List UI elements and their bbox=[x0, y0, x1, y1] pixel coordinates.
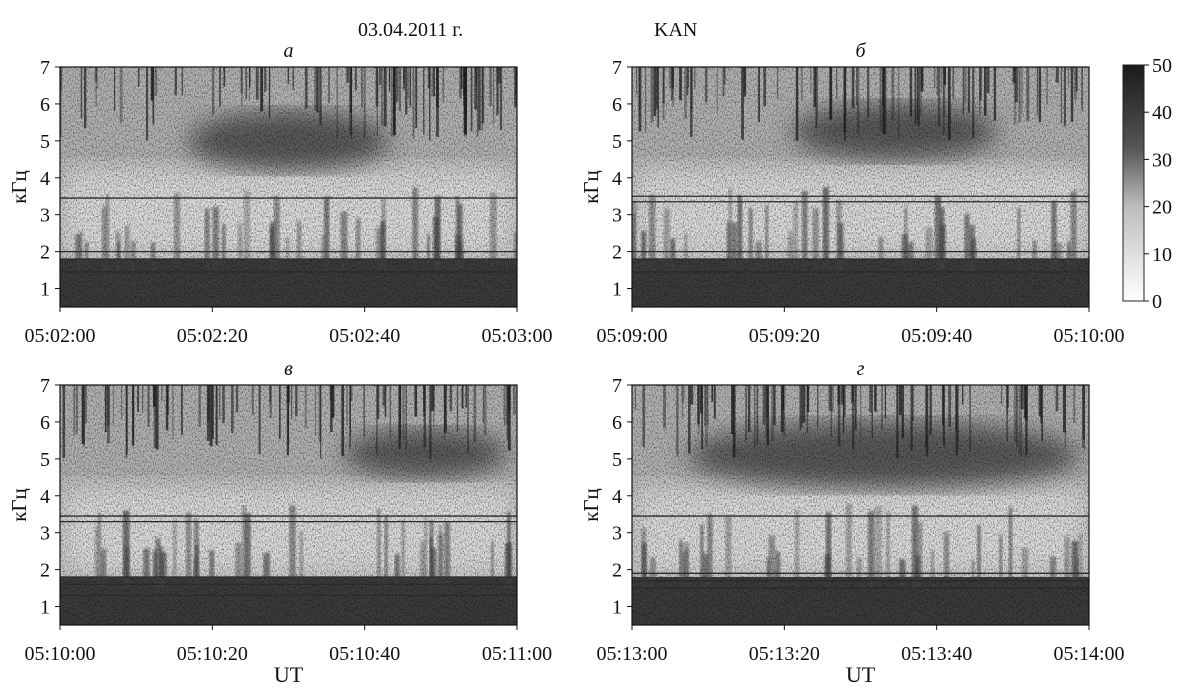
station-code: KAN bbox=[654, 19, 697, 41]
x-tick-label: 05:13:40 bbox=[901, 643, 972, 665]
plot-frame bbox=[59, 66, 518, 308]
figure-date: 03.04.2011 г. bbox=[358, 19, 463, 41]
y-tick-label: 3 bbox=[40, 523, 50, 545]
y-tick-label: 5 bbox=[40, 131, 50, 153]
colorbar-tick-label: 30 bbox=[1152, 149, 1172, 171]
y-tick-label: 1 bbox=[612, 597, 622, 619]
plot-frame bbox=[631, 66, 1090, 308]
spectrogram-panel-4: г 1 2 3 4 5 6 7 кГц 05:13:00 05:13:20 05:13:40 05:14… bbox=[579, 358, 1125, 687]
x-tick-label: 05:10:20 bbox=[177, 643, 248, 665]
y-axis-label: кГц bbox=[579, 170, 603, 204]
noise-texture bbox=[60, 67, 517, 307]
colorbar-tick-label: 20 bbox=[1152, 197, 1172, 219]
y-tick-label: 2 bbox=[40, 242, 50, 264]
y-tick-label: 5 bbox=[612, 449, 622, 471]
noise-texture bbox=[60, 385, 517, 625]
x-tick-label: 05:02:40 bbox=[329, 325, 400, 347]
x-tick-label: 05:10:00 bbox=[24, 643, 95, 665]
x-axis-label: UT bbox=[846, 662, 876, 687]
x-tick-label: 05:14:00 bbox=[1053, 643, 1124, 665]
colorbar-tick-label: 10 bbox=[1152, 244, 1172, 266]
y-tick-label: 1 bbox=[612, 279, 622, 301]
y-tick-label: 5 bbox=[40, 449, 50, 471]
x-tick-label: 05:09:40 bbox=[901, 325, 972, 347]
y-tick-label: 2 bbox=[612, 242, 622, 264]
y-tick-label: 7 bbox=[612, 375, 622, 397]
plot-frame bbox=[631, 384, 1090, 626]
x-tick-label: 05:10:00 bbox=[1053, 325, 1124, 347]
colorbar: 50 40 30 20 10 0 bbox=[1122, 55, 1172, 313]
x-tick-label: 05:02:20 bbox=[177, 325, 248, 347]
y-tick-label: 7 bbox=[612, 57, 622, 79]
y-tick-label: 3 bbox=[40, 205, 50, 227]
y-tick-label: 7 bbox=[40, 375, 50, 397]
y-tick-label: 7 bbox=[40, 57, 50, 79]
y-tick-label: 6 bbox=[40, 94, 50, 116]
y-axis-label: кГц bbox=[579, 488, 603, 522]
y-tick-label: 5 bbox=[612, 131, 622, 153]
x-tick-label: 05:10:40 bbox=[329, 643, 400, 665]
y-tick-label: 4 bbox=[40, 168, 50, 190]
y-tick-label: 6 bbox=[612, 412, 622, 434]
noise-texture bbox=[632, 385, 1089, 625]
y-tick-label: 3 bbox=[612, 205, 622, 227]
x-tick-label: 05:09:20 bbox=[749, 325, 820, 347]
noise-texture bbox=[632, 67, 1089, 307]
y-axis-label: кГц bbox=[7, 170, 31, 204]
x-tick-label: 05:03:00 bbox=[481, 325, 552, 347]
spectrogram-panel-1: а 1 2 3 4 5 6 7 кГц 05:02:00 05:02:20 05:02:40 05:03… bbox=[7, 40, 553, 347]
y-tick-label: 4 bbox=[40, 486, 50, 508]
y-tick-label: 4 bbox=[612, 486, 622, 508]
colorbar-tick-label: 50 bbox=[1152, 55, 1172, 77]
x-tick-label: 05:13:20 bbox=[749, 643, 820, 665]
y-tick-label: 6 bbox=[612, 94, 622, 116]
plot-frame bbox=[59, 384, 518, 626]
y-tick-label: 4 bbox=[612, 168, 622, 190]
spectrogram-panel-3: в 1 2 3 4 5 6 7 кГц 05:10:00 05:10:20 05:10:40 05:11… bbox=[7, 358, 552, 687]
colorbar-tick-label: 0 bbox=[1152, 291, 1162, 313]
x-tick-label: 05:11:00 bbox=[482, 643, 552, 665]
x-tick-label: 05:13:00 bbox=[596, 643, 667, 665]
y-tick-label: 2 bbox=[40, 560, 50, 582]
y-axis-label: кГц bbox=[7, 488, 31, 522]
x-tick-label: 05:09:00 bbox=[596, 325, 667, 347]
x-axis-label: UT bbox=[274, 662, 304, 687]
colorbar-tick-label: 40 bbox=[1152, 102, 1172, 124]
panel-label: б bbox=[855, 40, 866, 62]
panel-label: а bbox=[284, 40, 294, 62]
colorbar-gradient bbox=[1122, 64, 1145, 302]
x-tick-label: 05:02:00 bbox=[24, 325, 95, 347]
panel-label: г bbox=[857, 358, 865, 380]
y-tick-label: 6 bbox=[40, 412, 50, 434]
y-tick-label: 3 bbox=[612, 523, 622, 545]
y-tick-label: 1 bbox=[40, 597, 50, 619]
panel-label: в bbox=[284, 358, 293, 380]
y-tick-label: 2 bbox=[612, 560, 622, 582]
y-tick-label: 1 bbox=[40, 279, 50, 301]
spectrogram-panel-2: б 1 2 3 4 5 6 7 кГц 05:09:00 05:09:20 05:09:40 05:10… bbox=[579, 40, 1125, 347]
